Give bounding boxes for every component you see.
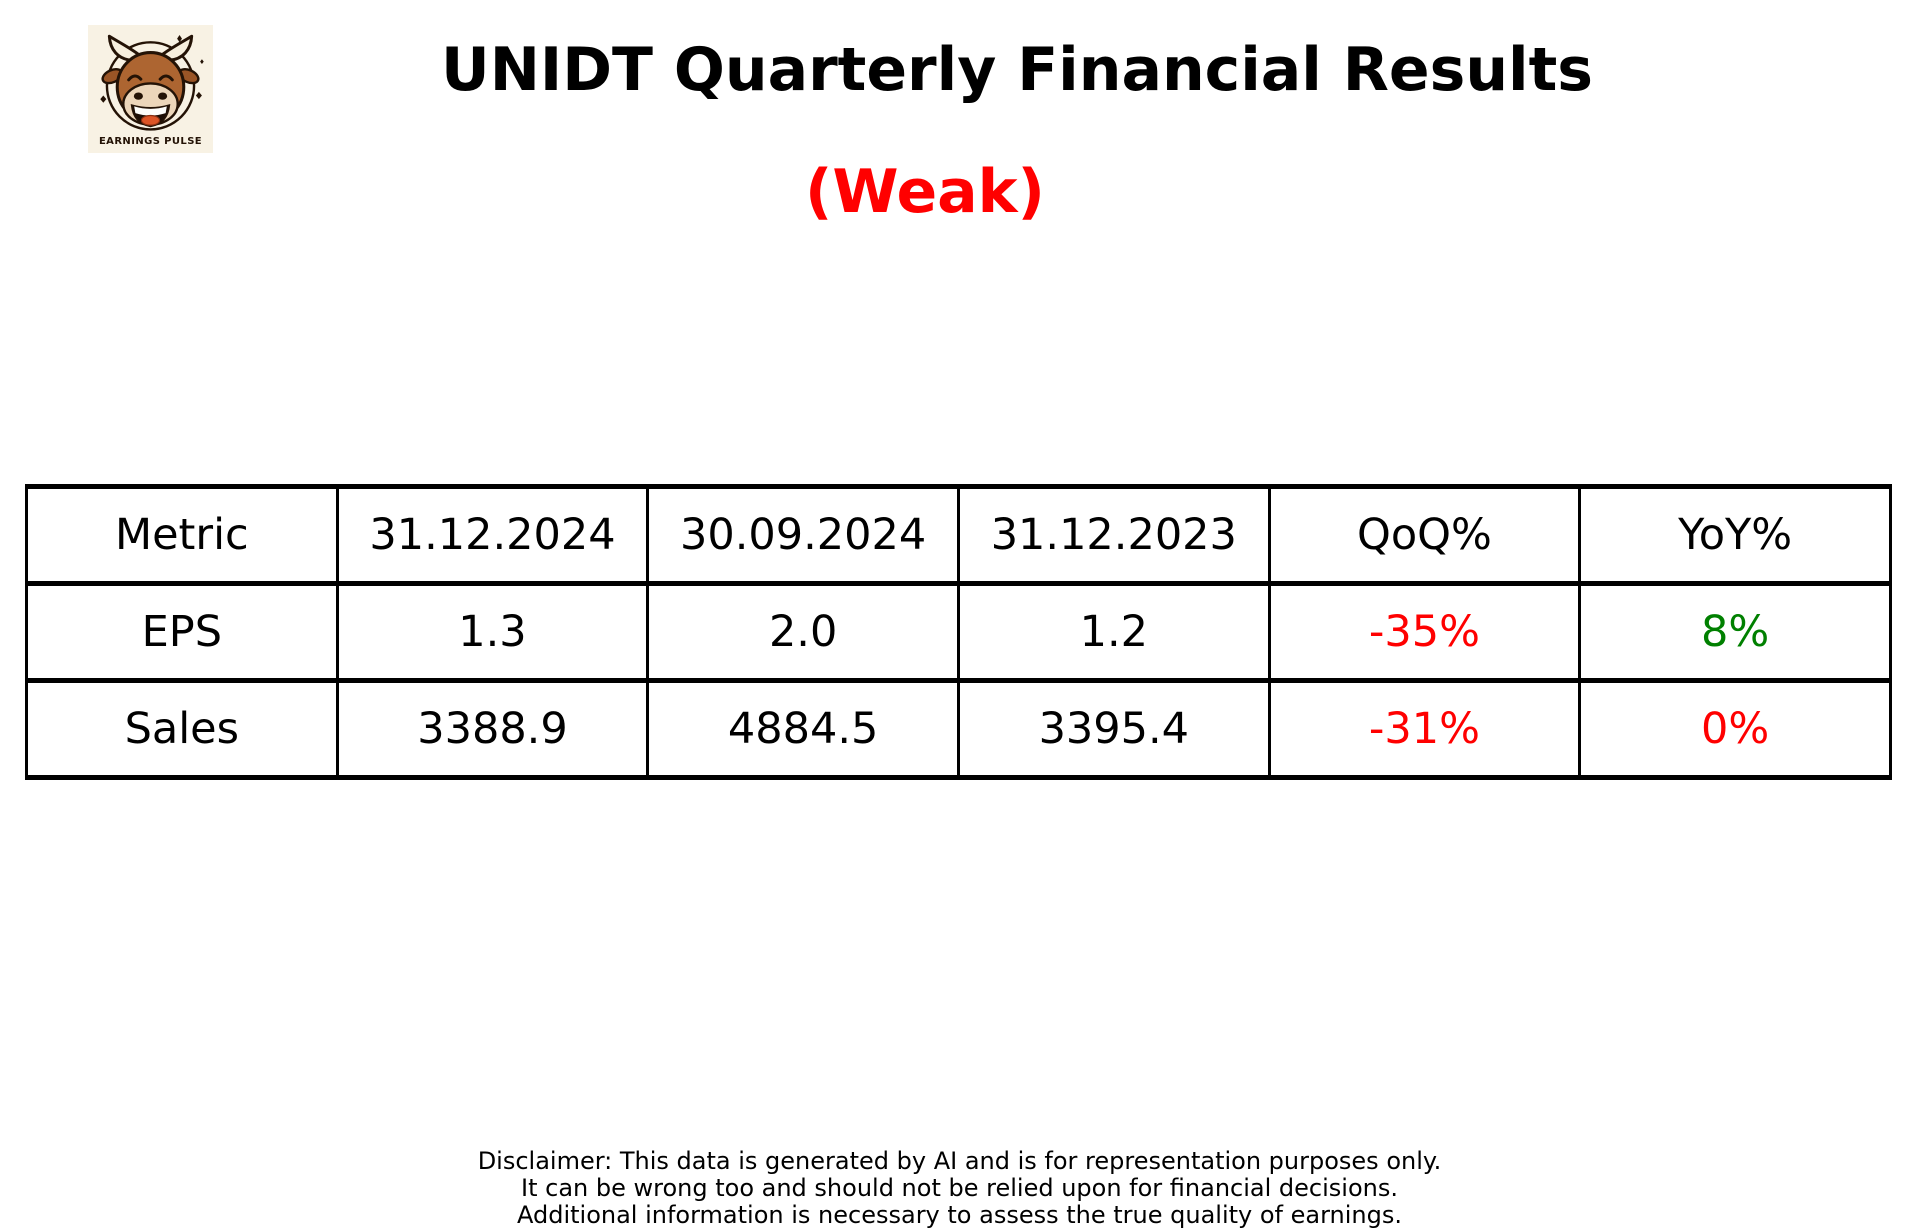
- table-header-row: Metric 31.12.2024 30.09.2024 31.12.2023 …: [25, 484, 1892, 586]
- financials-table: Metric 31.12.2024 30.09.2024 31.12.2023 …: [25, 484, 1892, 780]
- column-header-metric: Metric: [25, 484, 339, 586]
- verdict-label: (Weak): [805, 157, 1045, 227]
- column-header-qoq: QoQ%: [1267, 484, 1582, 586]
- value-cell: 4884.5: [646, 678, 960, 780]
- column-header-yoy: YoY%: [1578, 484, 1892, 586]
- column-header-q-yearago: 31.12.2023: [956, 484, 1271, 586]
- qoq-cell: -31%: [1267, 678, 1582, 780]
- value-cell: 3388.9: [335, 678, 650, 780]
- disclaimer-line: Disclaimer: This data is generated by AI…: [477, 1147, 1442, 1175]
- yoy-cell: 0%: [1578, 678, 1892, 780]
- metric-cell: EPS: [25, 581, 339, 683]
- disclaimer: Disclaimer: This data is generated by AI…: [0, 1148, 1919, 1229]
- column-header-q-prev: 30.09.2024: [646, 484, 960, 586]
- value-cell: 1.3: [335, 581, 650, 683]
- column-header-q-current: 31.12.2024: [335, 484, 650, 586]
- bull-icon: [100, 34, 204, 131]
- disclaimer-line: It can be wrong too and should not be re…: [521, 1174, 1398, 1202]
- value-cell: 2.0: [646, 581, 960, 683]
- disclaimer-line: Additional information is necessary to a…: [516, 1201, 1402, 1229]
- table-row-eps: EPS 1.3 2.0 1.2 -35% 8%: [25, 581, 1892, 683]
- brand-name: EARNINGS PULSE: [98, 136, 203, 147]
- yoy-cell: 8%: [1578, 581, 1892, 683]
- value-cell: 3395.4: [956, 678, 1271, 780]
- table-row-sales: Sales 3388.9 4884.5 3395.4 -31% 0%: [25, 678, 1892, 780]
- earnings-pulse-logo: EARNINGS PULSE: [88, 25, 213, 153]
- metric-cell: Sales: [25, 678, 339, 780]
- qoq-cell: -35%: [1267, 581, 1582, 683]
- value-cell: 1.2: [956, 581, 1271, 683]
- page-title: UNIDT Quarterly Financial Results: [440, 35, 1594, 105]
